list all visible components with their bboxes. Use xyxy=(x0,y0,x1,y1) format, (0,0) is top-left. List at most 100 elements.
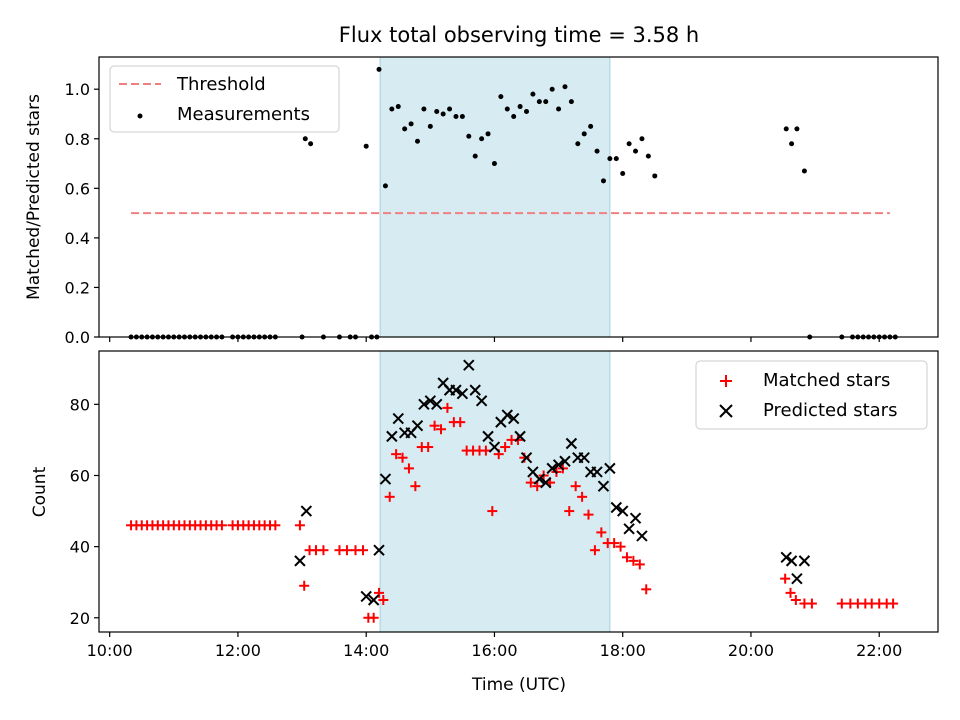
predicted-point xyxy=(507,412,520,425)
predicted-point xyxy=(360,590,372,603)
bottom-panel: 20 40 60 80 10:00 12:00 14:00 16:00 18:00 20:00 2… xyxy=(30,350,939,695)
measurement-point xyxy=(645,153,651,159)
predicted-point xyxy=(623,523,635,535)
predicted-point xyxy=(546,462,558,475)
y-tick-label: 40 xyxy=(70,538,90,557)
predicted-point xyxy=(552,459,565,471)
measurement-point xyxy=(447,106,453,112)
matched-point xyxy=(512,434,523,445)
matched-point xyxy=(564,506,575,517)
matched-point xyxy=(596,527,607,538)
x-tick-label: 16:00 xyxy=(471,641,517,660)
measurement-point xyxy=(783,126,789,132)
bottom-y-axis-label: Count xyxy=(30,466,50,517)
measurement-point xyxy=(575,141,581,147)
predicted-point xyxy=(379,473,392,485)
predicted-point xyxy=(456,387,469,400)
matched-point xyxy=(532,481,543,492)
measurement-point xyxy=(414,138,420,144)
predicted-point xyxy=(482,430,494,443)
predicted-legend-label: Predicted stars xyxy=(763,400,897,421)
y-tick-label: 0.8 xyxy=(65,130,90,149)
measurement-point xyxy=(427,123,433,129)
matched-point xyxy=(318,545,329,556)
predicted-point xyxy=(604,462,616,475)
predicted-point xyxy=(386,430,398,443)
matched-point xyxy=(403,463,414,474)
matched-point xyxy=(374,587,385,598)
x-tick-label: 22:00 xyxy=(856,641,902,660)
matched-point xyxy=(299,580,310,591)
measurement-point xyxy=(568,99,574,105)
x-axis-label: Time (UTC) xyxy=(471,675,566,695)
measurements-legend-swatch xyxy=(137,113,143,119)
measurement-point xyxy=(376,66,382,72)
predicted-point xyxy=(475,395,488,407)
measurement-point xyxy=(302,136,308,142)
measurement-point xyxy=(524,109,530,115)
predicted-point xyxy=(431,398,443,411)
matched-point xyxy=(589,545,600,556)
measurement-point xyxy=(594,148,600,154)
highlight-span xyxy=(379,56,611,338)
matched-point xyxy=(806,598,817,609)
matched-point xyxy=(634,559,645,570)
predicted-point xyxy=(629,512,642,524)
matched-point xyxy=(216,520,227,531)
top-x-ticks xyxy=(109,337,880,342)
predicted-point xyxy=(636,530,648,542)
measurement-point xyxy=(607,156,613,162)
bottom-x-ticks: 10:00 12:00 14:00 16:00 18:00 20:00 22:00 xyxy=(87,632,902,660)
measurement-point xyxy=(395,104,401,110)
predicted-point xyxy=(780,551,792,564)
measurement-point xyxy=(382,183,388,189)
matched-point xyxy=(423,442,434,453)
predicted-point xyxy=(411,419,424,432)
predicted-point xyxy=(463,359,475,371)
top-y-axis-label: Matched/Predicted stars xyxy=(24,94,44,300)
measurement-point xyxy=(652,173,658,179)
predicted-point xyxy=(578,452,590,464)
predicted-point xyxy=(514,430,526,443)
predicted-point xyxy=(791,572,803,585)
bottom-legend: Matched stars Predicted stars xyxy=(695,360,928,430)
y-tick-label: 20 xyxy=(70,609,90,628)
x-tick-label: 14:00 xyxy=(343,641,389,660)
matched-point xyxy=(836,598,847,609)
matched-point xyxy=(397,452,408,463)
measurement-point xyxy=(613,156,619,162)
measurement-point xyxy=(626,141,632,147)
predicted-point xyxy=(591,466,603,478)
bottom-panel-marks xyxy=(126,359,899,623)
measurement-point xyxy=(479,136,485,142)
measurement-point xyxy=(421,106,427,112)
measurement-point xyxy=(517,104,523,110)
bottom-axes-frame xyxy=(98,350,939,633)
predicted-point xyxy=(373,544,385,556)
predicted-point xyxy=(294,555,306,567)
measurement-point xyxy=(363,143,369,149)
measurement-point xyxy=(801,168,807,174)
measurement-point xyxy=(600,178,606,184)
matched-point xyxy=(785,587,796,598)
measurement-point xyxy=(408,121,414,127)
y-tick-label: 0.4 xyxy=(65,229,90,248)
predicted-point xyxy=(300,505,313,517)
measurement-point xyxy=(466,133,472,139)
matched-point xyxy=(436,424,447,435)
measurement-point xyxy=(389,106,395,112)
predicted-point xyxy=(367,594,380,606)
y-tick-label: 0.6 xyxy=(65,179,90,198)
measurement-point xyxy=(536,99,542,105)
matched-point xyxy=(384,491,395,502)
matched-legend-label: Matched stars xyxy=(763,370,890,391)
x-tick-label: 20:00 xyxy=(728,641,774,660)
x-tick-label: 12:00 xyxy=(215,641,261,660)
predicted-point xyxy=(540,476,552,489)
y-tick-label: 80 xyxy=(70,395,90,414)
predicted-point xyxy=(533,473,546,485)
predicted-point xyxy=(785,555,798,567)
measurement-point xyxy=(459,113,465,119)
matched-legend-swatch xyxy=(720,375,732,387)
